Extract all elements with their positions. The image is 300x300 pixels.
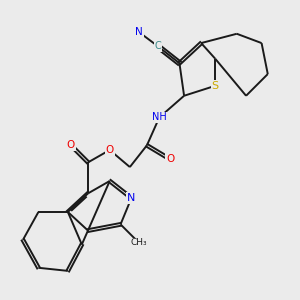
Text: S: S [212, 81, 219, 91]
Text: C: C [154, 41, 161, 51]
Text: N: N [127, 193, 136, 203]
Text: CH₃: CH₃ [131, 238, 148, 247]
Text: O: O [166, 154, 174, 164]
Text: NH: NH [152, 112, 167, 122]
Text: O: O [67, 140, 75, 150]
Text: N: N [135, 27, 143, 37]
Text: O: O [106, 145, 114, 155]
